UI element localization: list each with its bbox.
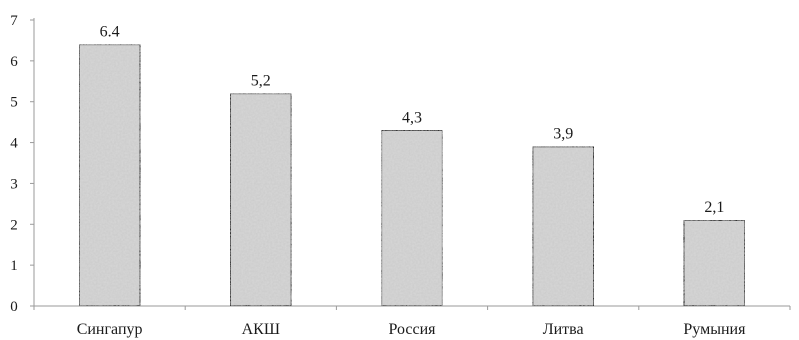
bar-data-label: 4,3 bbox=[402, 109, 422, 126]
bar-data-label: 3,9 bbox=[553, 126, 573, 143]
y-tick-label: 1 bbox=[10, 258, 18, 274]
y-tick-label: 7 bbox=[10, 13, 18, 29]
y-tick-label: 0 bbox=[10, 299, 18, 315]
axes: 0 1 2 3 4 5 6 7 bbox=[10, 13, 791, 315]
bar bbox=[532, 146, 595, 307]
category-label: Румыния bbox=[683, 321, 746, 338]
bar bbox=[380, 129, 444, 307]
y-tick-label: 2 bbox=[10, 217, 18, 233]
y-tick-label: 5 bbox=[10, 95, 18, 111]
bar bbox=[78, 43, 141, 307]
bar bbox=[229, 92, 292, 307]
bar-data-label: 2,1 bbox=[704, 199, 724, 216]
bars bbox=[78, 43, 746, 307]
bar-data-label: 6.4 bbox=[100, 24, 120, 41]
category-label: АКШ bbox=[242, 321, 280, 338]
y-tick-label: 4 bbox=[10, 136, 18, 152]
category-label: Литва bbox=[543, 321, 584, 338]
bar-data-label: 5,2 bbox=[251, 73, 271, 90]
y-tick-label: 6 bbox=[10, 54, 18, 70]
y-tick-label: 3 bbox=[10, 176, 18, 192]
category-label: Россия bbox=[388, 321, 436, 338]
bar bbox=[683, 219, 746, 307]
category-label: Сингапур bbox=[77, 321, 143, 338]
labels: 6.4 Сингапур 5,2 АКШ 4,3 Россия 3,9 Литва 2,1 Рум… bbox=[77, 24, 746, 338]
